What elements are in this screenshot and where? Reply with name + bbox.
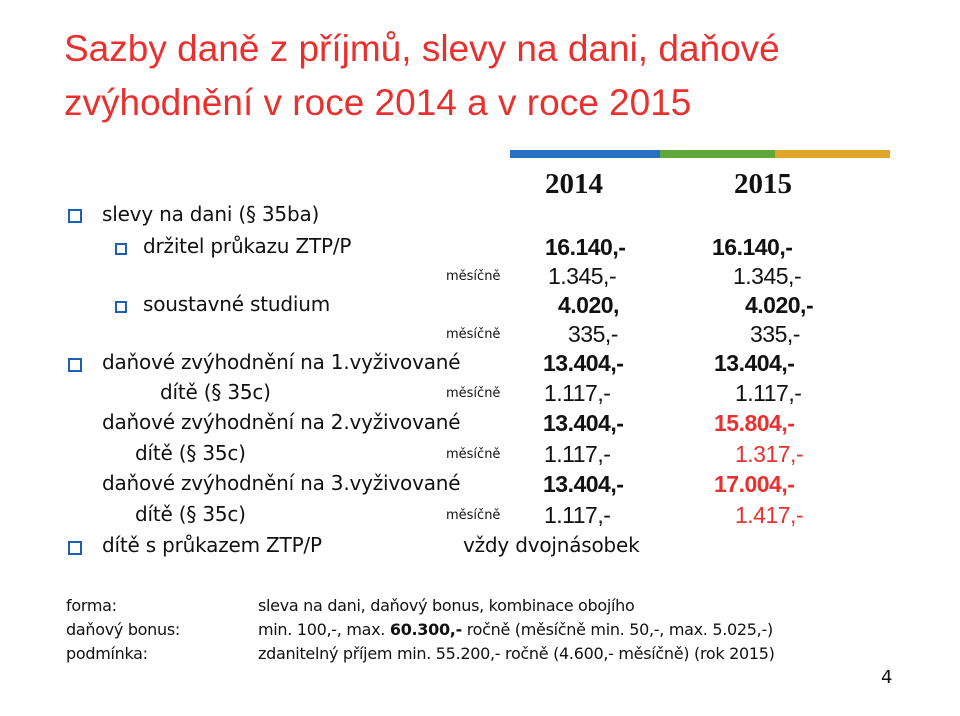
value-2015-child2-monthly: 1.317,- [735,441,804,467]
footer-bonus-max: 60.300,- [389,620,462,639]
year-2014-header: 2014 [545,168,603,200]
slide-title: Sazby daně z příjmů, slevy na dani, daňo… [64,22,924,130]
monthly-label: měsíčně [446,327,501,342]
value-2014-studium: 4.020, [558,292,619,318]
slide-title-line-2: zvýhodnění v roce 2014 a v roce 2015 [64,82,692,123]
value-2015-child3-monthly: 1.417,- [735,502,804,528]
footer-forma-value: sleva na dani, daňový bonus, kombinace o… [258,596,635,615]
value-2015-studium-monthly: 335,- [750,321,800,347]
value-2014-studium-monthly: 335,- [568,321,618,347]
value-2015-child3: 17.004,- [714,471,795,497]
footer-bonus-value: min. 100,-, max. 60.300,- ročně (měsíčně… [258,620,773,639]
row-label-child3-sub: dítě (§ 35c) [135,502,246,526]
footer-podminka-label: podmínka: [66,644,148,663]
value-2014-ztp: 16.140,- [545,234,626,260]
row-label-slevy: slevy na dani (§ 35ba) [102,202,320,226]
footer-forma-label: forma: [66,596,117,615]
slide-title-line-1: Sazby daně z příjmů, slevy na dani, daňo… [64,28,780,69]
row-label-studium: soustavné studium [143,292,330,316]
monthly-label: měsíčně [446,447,501,462]
row-label-child1: daňové zvýhodnění na 1.vyživované [102,350,461,374]
value-2014-child1-monthly: 1.117,- [544,380,611,406]
monthly-label: měsíčně [446,269,501,284]
square-bullet-icon [68,358,82,372]
page-number: 4 [881,667,893,688]
value-2015-child2: 15.804,- [714,410,795,436]
value-ztp-child-both: vždy dvojnásobek [463,533,640,557]
footer-bonus-value-c: ročně (měsíčně min. 50,-, max. 5.025,-) [461,620,773,639]
square-bullet-icon [68,209,82,223]
accent-bar-green [660,150,775,158]
row-label-child2-sub: dítě (§ 35c) [135,441,246,465]
footer-bonus-value-a: min. 100,-, max. [258,620,390,639]
value-2014-child3-monthly: 1.117,- [544,502,611,528]
value-2014-child3: 13.404,- [543,471,624,497]
value-2014-ztp-monthly: 1.345,- [548,263,617,289]
value-2015-ztp: 16.140,- [712,234,793,260]
row-label-ztp-child: dítě s průkazem ZTP/P [102,533,322,557]
value-2015-child1-monthly: 1.117,- [735,380,802,406]
square-bullet-icon [115,301,127,313]
monthly-label: měsíčně [446,508,501,523]
value-2015-child1: 13.404,- [714,350,795,376]
value-2014-child2-monthly: 1.117,- [544,441,611,467]
accent-bar-blue [510,150,660,158]
year-2015-header: 2015 [734,168,792,200]
row-label-child3: daňové zvýhodnění na 3.vyživované [102,471,461,495]
row-label-ztp: držitel průkazu ZTP/P [143,234,352,258]
value-2015-studium: 4.020,- [745,292,814,318]
value-2015-ztp-monthly: 1.345,- [733,263,802,289]
accent-bar-orange [775,150,890,158]
row-label-child2: daňové zvýhodnění na 2.vyživované [102,410,461,434]
square-bullet-icon [115,243,127,255]
square-bullet-icon [68,541,82,555]
value-2014-child2: 13.404,- [543,410,624,436]
row-label-child1-sub: dítě (§ 35c) [160,380,271,404]
value-2014-child1: 13.404,- [543,350,624,376]
monthly-label: měsíčně [446,386,501,401]
footer-podminka-value: zdanitelný příjem min. 55.200,- ročně (4… [258,644,775,663]
footer-bonus-label: daňový bonus: [66,620,180,639]
